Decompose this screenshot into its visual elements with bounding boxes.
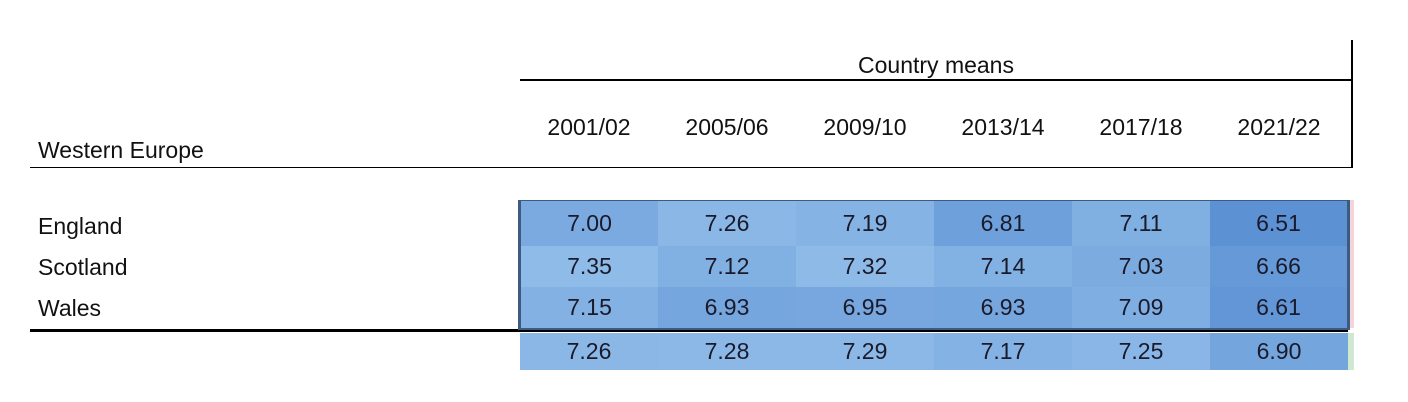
value-cell: 7.19 bbox=[796, 201, 934, 246]
value-cell: 7.32 bbox=[796, 246, 934, 287]
total-cell: 7.29 bbox=[796, 333, 934, 370]
rule bbox=[30, 329, 1348, 332]
column-header: 2001/02 bbox=[547, 114, 631, 140]
row-header: Western Europe bbox=[38, 137, 204, 163]
value-cell: 6.51 bbox=[1210, 201, 1347, 246]
column-header: 2021/22 bbox=[1237, 114, 1321, 140]
rule bbox=[1351, 40, 1353, 167]
row-label: Wales bbox=[38, 295, 102, 321]
total-cell: 7.25 bbox=[1072, 333, 1210, 370]
value-cell: 6.61 bbox=[1210, 287, 1347, 328]
value-cell: 7.09 bbox=[1072, 287, 1210, 328]
column-header: 2009/10 bbox=[823, 114, 907, 140]
value-cell: 7.26 bbox=[658, 201, 796, 246]
column-header: 2005/06 bbox=[685, 114, 769, 140]
value-cell: 7.11 bbox=[1072, 201, 1210, 246]
rule bbox=[30, 167, 1353, 168]
value-cell: 7.12 bbox=[658, 246, 796, 287]
total-cell: 6.90 bbox=[1210, 333, 1348, 370]
value-cell: 7.00 bbox=[521, 201, 658, 246]
total-cell: 7.26 bbox=[520, 333, 658, 370]
value-cell: 7.15 bbox=[521, 287, 658, 328]
value-cell: 6.93 bbox=[934, 287, 1072, 328]
value-cell: 6.81 bbox=[934, 201, 1072, 246]
row-label: Scotland bbox=[38, 254, 128, 280]
value-cell: 7.03 bbox=[1072, 246, 1210, 287]
value-cell: 6.66 bbox=[1210, 246, 1347, 287]
column-header: 2013/14 bbox=[961, 114, 1045, 140]
value-cell: 6.95 bbox=[796, 287, 934, 328]
total-cell: 7.17 bbox=[934, 333, 1072, 370]
value-cell: 7.14 bbox=[934, 246, 1072, 287]
marker bbox=[1348, 333, 1354, 370]
value-cell: 7.35 bbox=[521, 246, 658, 287]
rule bbox=[520, 79, 1352, 81]
value-cell: 6.93 bbox=[658, 287, 796, 328]
column-header: 2017/18 bbox=[1099, 114, 1183, 140]
total-cell: 7.28 bbox=[658, 333, 796, 370]
group-label: Country means bbox=[858, 52, 1014, 78]
marker bbox=[1348, 200, 1354, 328]
row-label: England bbox=[38, 213, 123, 239]
